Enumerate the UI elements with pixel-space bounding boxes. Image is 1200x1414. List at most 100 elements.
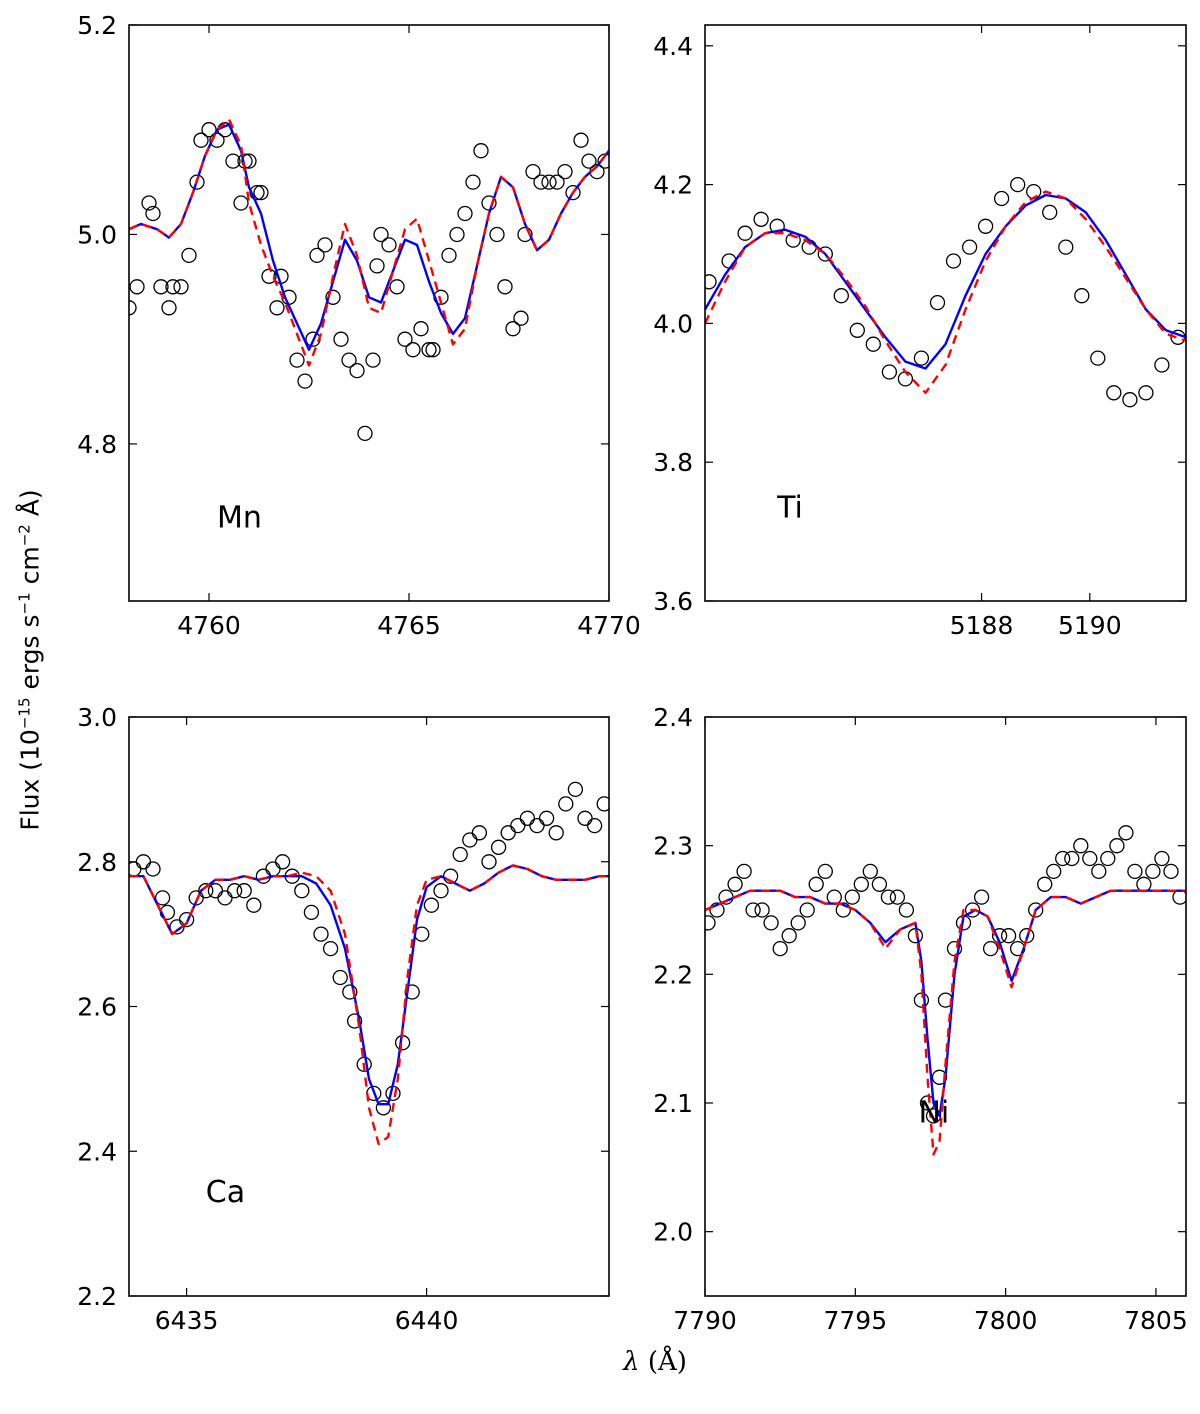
observed-point	[817, 863, 833, 880]
observed-point	[381, 237, 397, 253]
observed-point	[497, 279, 513, 295]
observed-point	[1058, 239, 1074, 255]
model-dashed-line	[705, 190, 1186, 394]
observed-point	[294, 883, 310, 899]
observed-point	[549, 174, 565, 190]
observed-point	[826, 889, 842, 905]
observed-point	[993, 190, 1010, 207]
observed-point	[165, 279, 181, 295]
plot-area	[129, 781, 609, 1146]
observed-point	[727, 876, 743, 892]
observed-point	[817, 246, 833, 262]
observed-point	[586, 817, 603, 834]
observed-point	[193, 132, 209, 148]
y-tick-label: 2.3	[653, 832, 693, 861]
observed-point	[188, 890, 204, 906]
observed-point	[425, 342, 441, 358]
x-tick-label: 6440	[395, 1306, 459, 1335]
model-dashed-line	[129, 118, 609, 367]
observed-point	[490, 839, 507, 855]
observed-point	[1000, 928, 1017, 944]
plot-frame	[704, 24, 1187, 602]
observed-point	[1082, 850, 1098, 867]
x-tick-label: 5188	[950, 611, 1014, 640]
observed-point	[898, 902, 915, 918]
observed-point	[982, 940, 999, 957]
model-solid-line	[129, 123, 609, 351]
observed-point	[303, 904, 320, 921]
observed-point	[1010, 176, 1026, 193]
observed-point	[808, 876, 824, 892]
observed-point	[369, 258, 385, 274]
observed-point	[835, 902, 851, 918]
x-tick-label: 7800	[974, 1306, 1038, 1335]
observed-point	[1145, 863, 1161, 880]
observed-point	[881, 364, 898, 380]
observed-point	[452, 846, 468, 863]
y-tick-label: 3.0	[77, 703, 117, 732]
observed-point	[207, 883, 224, 899]
observed-point	[510, 817, 526, 834]
observed-point	[489, 226, 505, 243]
observed-point	[853, 876, 869, 892]
observed-point	[1172, 889, 1186, 905]
observed-point	[1138, 385, 1154, 401]
observed-point	[325, 289, 341, 305]
observed-point	[357, 425, 373, 442]
observed-point	[421, 342, 437, 358]
observed-point	[471, 825, 488, 841]
observed-point	[322, 940, 339, 957]
observed-point	[849, 322, 865, 338]
observed-point	[1091, 863, 1107, 880]
observed-point	[1055, 850, 1071, 867]
model-dashed-line	[129, 864, 609, 1146]
observed-point	[225, 153, 241, 169]
observed-point	[977, 218, 994, 234]
observed-point	[541, 174, 557, 190]
observed-point	[1118, 825, 1134, 841]
element-label: Ca	[206, 1175, 245, 1210]
x-tick-label: 5190	[1058, 611, 1122, 640]
y-tick-label: 2.2	[653, 960, 693, 989]
observed-point	[596, 796, 609, 812]
observed-point	[964, 902, 981, 918]
x-tick-label: 4760	[177, 611, 241, 640]
x-tick-label: 4765	[377, 611, 441, 640]
y-tick-label: 5.0	[77, 220, 117, 249]
observed-point	[313, 926, 329, 942]
observed-point	[241, 153, 257, 169]
y-tick-label: 2.4	[653, 703, 693, 732]
x-tick-label: 7790	[673, 1306, 737, 1335]
observed-point	[1106, 385, 1122, 401]
x-tick-label: 7795	[824, 1306, 888, 1335]
observed-point	[1090, 350, 1106, 366]
observed-point	[129, 279, 145, 295]
observed-point	[481, 854, 497, 870]
y-tick-label: 2.4	[77, 1137, 117, 1166]
element-label: Mn	[217, 501, 262, 536]
observed-point	[557, 163, 573, 180]
observed-point	[129, 300, 137, 316]
observed-point	[1154, 357, 1170, 373]
observed-point	[500, 825, 516, 841]
observed-point	[525, 163, 541, 180]
y-tick-label: 2.1	[653, 1089, 693, 1118]
observed-point	[349, 362, 365, 379]
model-solid-line	[129, 864, 609, 1106]
observed-point	[1046, 863, 1062, 880]
observed-point	[405, 342, 421, 358]
observed-point	[1109, 838, 1125, 854]
observed-point	[705, 274, 717, 290]
observed-point	[581, 153, 597, 169]
observed-point	[209, 132, 225, 148]
observed-point	[297, 373, 313, 389]
y-tick-label: 4.4	[653, 32, 693, 61]
observed-point	[745, 902, 761, 918]
observed-point	[346, 1013, 363, 1029]
y-tick-label: 4.2	[653, 171, 693, 200]
observed-point	[365, 352, 381, 368]
observed-point	[198, 883, 214, 899]
element-label: Ni	[918, 1095, 949, 1130]
panel-ni: 7790 7795 7800 7805 2.0 2.1 2.2 2.3 2.4 Ni	[653, 703, 1188, 1335]
